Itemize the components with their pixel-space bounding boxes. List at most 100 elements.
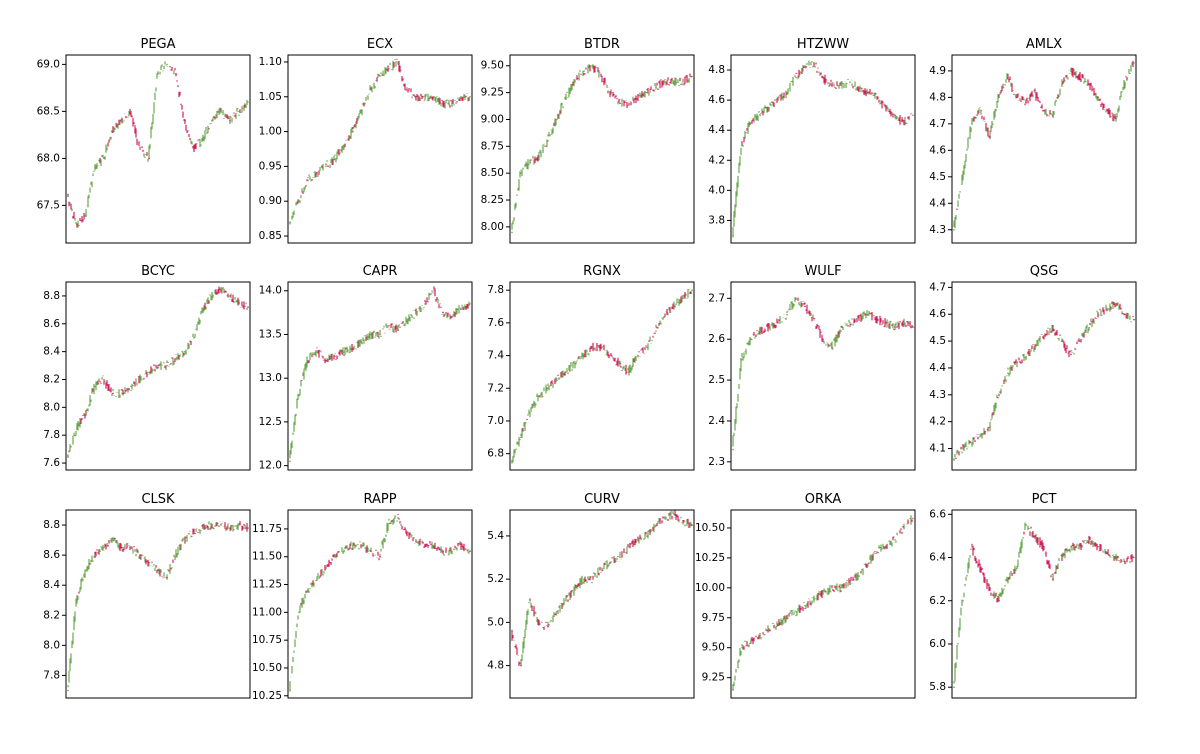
- data-point: [592, 64, 594, 67]
- data-point: [953, 458, 955, 461]
- data-point: [989, 136, 991, 138]
- data-point: [1097, 313, 1099, 316]
- data-point: [962, 600, 964, 602]
- data-point: [298, 200, 300, 202]
- data-point: [655, 86, 657, 88]
- data-point: [388, 522, 390, 525]
- y-tick-label: 11.00: [252, 606, 282, 618]
- y-tick-label: 1.10: [259, 56, 282, 68]
- data-point: [520, 172, 522, 174]
- y-tick-label: 6.4: [929, 552, 946, 564]
- data-point: [691, 289, 693, 292]
- data-point: [682, 520, 684, 522]
- data-point: [85, 569, 87, 571]
- data-point: [1115, 302, 1117, 305]
- data-point: [646, 91, 648, 94]
- y-tick-label: 8.00: [481, 221, 504, 233]
- y-tick-label: 11.50: [252, 551, 282, 563]
- data-point: [316, 351, 318, 353]
- data-point: [556, 118, 558, 121]
- price-bars: [732, 515, 914, 691]
- y-tick-label: 4.8: [708, 64, 725, 76]
- data-point: [76, 427, 78, 430]
- data-point: [352, 346, 354, 349]
- data-point: [1115, 556, 1117, 559]
- data-point: [750, 640, 752, 643]
- data-point: [637, 97, 639, 99]
- data-point: [112, 539, 114, 541]
- data-point: [397, 517, 399, 519]
- data-point: [673, 513, 675, 516]
- data-point: [1025, 101, 1027, 104]
- y-tick-label: 8.75: [481, 140, 504, 152]
- y-tick-label: 4.0: [708, 184, 725, 196]
- data-point: [1034, 91, 1036, 93]
- data-point: [307, 589, 309, 591]
- data-point: [1016, 361, 1018, 364]
- price-bars: [67, 521, 249, 692]
- data-point: [343, 550, 345, 552]
- y-tick-label: 13.0: [259, 372, 282, 384]
- data-point: [953, 229, 955, 231]
- data-point: [989, 589, 991, 591]
- y-tick-label: 7.6: [43, 457, 60, 469]
- y-tick-label: 4.4: [929, 362, 946, 374]
- data-point: [184, 539, 186, 541]
- y-tick-label: 6.8: [487, 448, 504, 460]
- data-point: [1133, 318, 1135, 321]
- data-point: [307, 359, 309, 362]
- y-tick-label: 8.50: [481, 167, 504, 179]
- data-point: [388, 324, 390, 327]
- data-point: [1088, 326, 1090, 329]
- panel-ecx: ECX 0.85 0.90 0.95 1.00 1.05 1.10: [259, 37, 473, 244]
- y-tick-label: 1.00: [259, 126, 282, 138]
- y-tick-label: 68.5: [37, 105, 60, 117]
- y-tick-label: 8.8: [43, 290, 60, 302]
- y-tick-label: 4.2: [708, 154, 725, 166]
- data-point: [732, 448, 734, 451]
- y-tick-label: 4.9: [929, 65, 946, 77]
- data-point: [229, 527, 231, 529]
- data-point: [741, 358, 743, 361]
- data-point: [628, 545, 630, 548]
- data-point: [538, 395, 540, 398]
- data-point: [601, 75, 603, 78]
- data-point: [849, 581, 851, 583]
- data-point: [1025, 356, 1027, 359]
- data-point: [220, 110, 222, 113]
- data-point: [202, 527, 204, 529]
- data-point: [184, 350, 186, 353]
- data-point: [691, 75, 693, 78]
- data-point: [831, 346, 833, 349]
- y-tick-label: 6.0: [929, 638, 946, 650]
- data-point: [67, 689, 69, 692]
- data-point: [175, 554, 177, 556]
- data-point: [804, 605, 806, 607]
- panel-title: BCYC: [141, 264, 175, 279]
- data-point: [193, 148, 195, 150]
- y-tick-label: 8.2: [43, 373, 60, 385]
- y-tick-label: 11.25: [252, 579, 282, 591]
- data-point: [1079, 340, 1081, 342]
- price-bars: [732, 297, 914, 451]
- price-bars: [953, 301, 1135, 461]
- data-point: [664, 81, 666, 83]
- y-tick-label: 7.0: [487, 415, 504, 427]
- y-tick-label: 7.6: [487, 317, 504, 329]
- data-point: [912, 517, 914, 520]
- data-point: [574, 362, 576, 365]
- data-point: [831, 587, 833, 589]
- y-tick-label: 12.5: [259, 416, 282, 428]
- data-point: [112, 129, 114, 131]
- plot-frame: [287, 281, 473, 471]
- y-tick-label: 5.4: [487, 530, 504, 542]
- data-point: [547, 387, 549, 390]
- y-tick-label: 68.0: [37, 152, 60, 164]
- data-point: [628, 371, 630, 373]
- data-point: [316, 578, 318, 580]
- data-point: [451, 550, 453, 552]
- data-point: [876, 318, 878, 320]
- data-point: [822, 76, 824, 79]
- y-tick-label: 10.50: [252, 662, 282, 674]
- data-point: [433, 544, 435, 547]
